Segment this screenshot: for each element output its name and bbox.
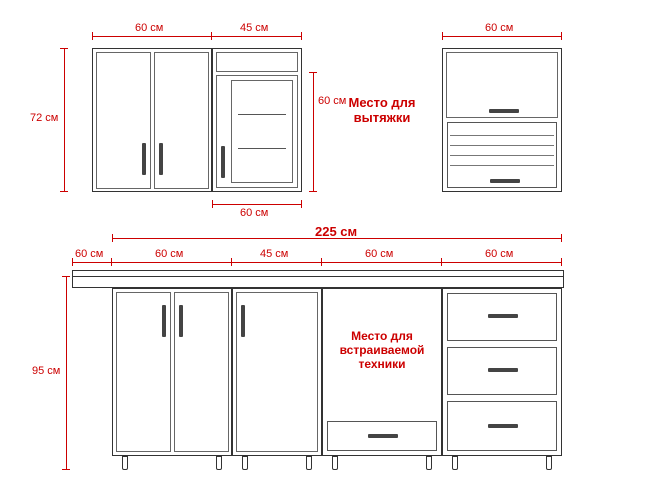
lower-cabinet-4 (442, 288, 562, 456)
lower-cab2-door (236, 292, 318, 452)
lower-cab1-door-right (174, 292, 229, 452)
cabinet-leg (242, 456, 248, 470)
handle-icon (179, 305, 183, 337)
upper-cab2-glass-door (216, 75, 298, 188)
cabinet-leg (216, 456, 222, 470)
dim-upper-height: 72 см (30, 112, 58, 124)
dim-lower-depth-left: 60 см (75, 248, 103, 260)
upper-cabinet-1 (92, 48, 212, 192)
dim-tick (62, 276, 70, 277)
handle-icon (142, 143, 146, 175)
dim-tick (72, 258, 73, 266)
lower-cab4-drawer-3 (447, 401, 557, 451)
upper-cabinet-3 (442, 48, 562, 192)
dim-tick (112, 234, 113, 242)
slat (450, 155, 554, 156)
lower-cab4-drawer-2 (447, 347, 557, 395)
lower-cab4-drawer-1 (447, 293, 557, 341)
dim-tick (60, 191, 68, 192)
dim-line (442, 36, 562, 37)
lower-cabinet-3: Место длявстраиваемойтехники (322, 288, 442, 456)
dim-line (112, 262, 232, 263)
cabinet-leg (306, 456, 312, 470)
slat (450, 135, 554, 136)
upper-cab3-lower-panel (447, 122, 557, 188)
dim-lower-cab1-w: 60 см (155, 248, 183, 260)
handle-icon (488, 424, 518, 428)
handle-icon (159, 143, 163, 175)
lower-cabinet-1 (112, 288, 232, 456)
dim-line (92, 36, 212, 37)
dim-line (64, 48, 65, 192)
dim-upper-cab3-w: 60 см (485, 22, 513, 34)
dim-line (322, 262, 442, 263)
countertop-edge (72, 270, 564, 276)
dim-upper-cab2-w: 45 см (240, 22, 268, 34)
handle-icon (241, 305, 245, 337)
handle-icon (489, 109, 519, 113)
handle-icon (490, 179, 520, 183)
dim-tick (309, 191, 317, 192)
dim-tick (561, 32, 562, 40)
lower-cabinet-2 (232, 288, 322, 456)
hood-space-note: Место длявытяжки (332, 95, 432, 125)
dim-line (442, 262, 562, 263)
dim-tick (92, 32, 93, 40)
slat (450, 145, 554, 146)
dim-lower-cab2-w: 45 см (260, 248, 288, 260)
handle-icon (488, 314, 518, 318)
dim-tick (60, 48, 68, 49)
upper-cabinet-2 (212, 48, 302, 192)
cabinet-leg (452, 456, 458, 470)
shelf-line (238, 148, 286, 149)
dim-tick (301, 32, 302, 40)
countertop (72, 276, 564, 288)
upper-cab3-upper-door (446, 52, 558, 118)
dim-line (212, 204, 302, 205)
dim-tick (442, 32, 443, 40)
dim-upper-hood-w: 60 см (240, 207, 268, 219)
dim-tick (301, 200, 302, 208)
cabinet-leg (546, 456, 552, 470)
dim-line (232, 262, 322, 263)
lower-cab1-door-left (116, 292, 171, 452)
dim-tick (561, 258, 562, 266)
dim-line (66, 276, 67, 470)
dim-tick (561, 234, 562, 242)
upper-cab1-door-left (96, 52, 151, 189)
lower-cab3-drawer (327, 421, 437, 451)
cabinet-leg (426, 456, 432, 470)
upper-cab2-top-panel (216, 52, 298, 72)
slat (450, 165, 554, 166)
cabinet-leg (332, 456, 338, 470)
dim-tick (62, 469, 70, 470)
handle-icon (221, 146, 225, 178)
dim-upper-cab2-h: 60 см (318, 95, 346, 107)
dim-tick (309, 72, 317, 73)
handle-icon (162, 305, 166, 337)
appliance-space-note: Место длявстраиваемойтехники (323, 329, 441, 371)
handle-icon (368, 434, 398, 438)
dim-line (313, 72, 314, 192)
dim-lower-cab4-w: 60 см (485, 248, 513, 260)
upper-cab1-door-right (154, 52, 209, 189)
dim-line (72, 262, 112, 263)
dim-total-width: 225 см (315, 224, 357, 239)
dim-lower-cab3-w: 60 см (365, 248, 393, 260)
dim-upper-cab1-w: 60 см (135, 22, 163, 34)
dim-lower-height: 95 см (32, 365, 60, 377)
shelf-line (238, 114, 286, 115)
glass-frame (231, 80, 293, 183)
handle-icon (488, 368, 518, 372)
dim-tick (212, 200, 213, 208)
dim-line (212, 36, 302, 37)
cabinet-leg (122, 456, 128, 470)
